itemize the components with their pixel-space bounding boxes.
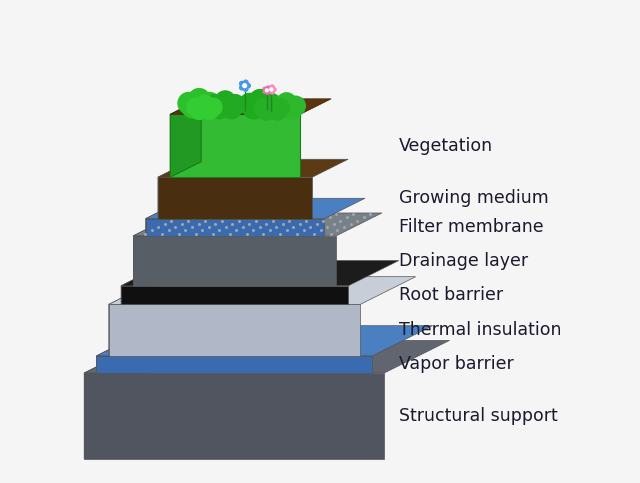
Polygon shape [146,198,365,219]
Circle shape [246,84,250,88]
Circle shape [225,95,245,115]
Circle shape [266,86,269,89]
Polygon shape [109,277,416,304]
Text: Structural support: Structural support [399,407,557,425]
Polygon shape [97,356,372,373]
Circle shape [254,99,272,117]
Text: Vapor barrier: Vapor barrier [399,355,513,373]
Polygon shape [170,99,332,114]
Circle shape [256,97,277,119]
Polygon shape [97,326,157,373]
Circle shape [204,98,222,116]
Polygon shape [109,304,360,356]
Circle shape [188,88,210,110]
Text: Filter membrane: Filter membrane [399,218,543,236]
Polygon shape [146,198,186,236]
Circle shape [239,85,244,90]
Circle shape [182,96,204,118]
Polygon shape [133,213,179,286]
Polygon shape [133,213,382,236]
Circle shape [209,98,229,119]
Circle shape [190,101,208,119]
Circle shape [283,99,302,119]
Circle shape [243,84,246,87]
Circle shape [270,88,273,91]
Circle shape [243,80,248,85]
Circle shape [263,90,266,93]
Circle shape [260,93,281,115]
Text: Root barrier: Root barrier [399,286,503,304]
Circle shape [205,95,226,115]
Text: Thermal insulation: Thermal insulation [399,321,561,339]
Polygon shape [121,260,399,286]
Polygon shape [170,99,201,177]
Circle shape [187,98,205,116]
Polygon shape [158,159,194,219]
Circle shape [268,96,287,115]
Polygon shape [84,341,449,373]
Polygon shape [121,286,348,304]
Text: Growing medium: Growing medium [399,189,548,207]
Circle shape [243,87,248,91]
Polygon shape [97,326,433,356]
Circle shape [195,95,213,113]
Circle shape [286,96,305,115]
Circle shape [268,86,271,89]
Circle shape [268,102,286,120]
Circle shape [178,92,200,114]
Circle shape [268,89,271,93]
Polygon shape [109,277,164,356]
Polygon shape [121,260,172,304]
Circle shape [263,96,281,114]
Circle shape [266,91,269,94]
Circle shape [221,98,241,119]
Circle shape [198,92,220,114]
Circle shape [195,96,216,118]
Polygon shape [84,373,384,459]
Polygon shape [170,114,300,177]
Circle shape [271,85,274,88]
Polygon shape [158,177,312,219]
Polygon shape [158,159,348,177]
Text: Vegetation: Vegetation [399,137,493,155]
Polygon shape [133,236,336,286]
Circle shape [215,91,236,112]
Polygon shape [84,341,149,459]
Text: Drainage layer: Drainage layer [399,252,528,270]
Circle shape [268,89,271,92]
Circle shape [266,89,268,92]
Circle shape [263,87,266,90]
Circle shape [257,102,275,120]
Circle shape [243,97,264,119]
Polygon shape [146,219,324,236]
Circle shape [250,89,271,111]
Circle shape [273,87,276,91]
Circle shape [271,99,289,117]
Circle shape [271,90,274,94]
Circle shape [277,93,296,112]
Circle shape [239,82,244,86]
Circle shape [271,99,291,119]
Circle shape [201,101,219,119]
Circle shape [239,93,260,115]
